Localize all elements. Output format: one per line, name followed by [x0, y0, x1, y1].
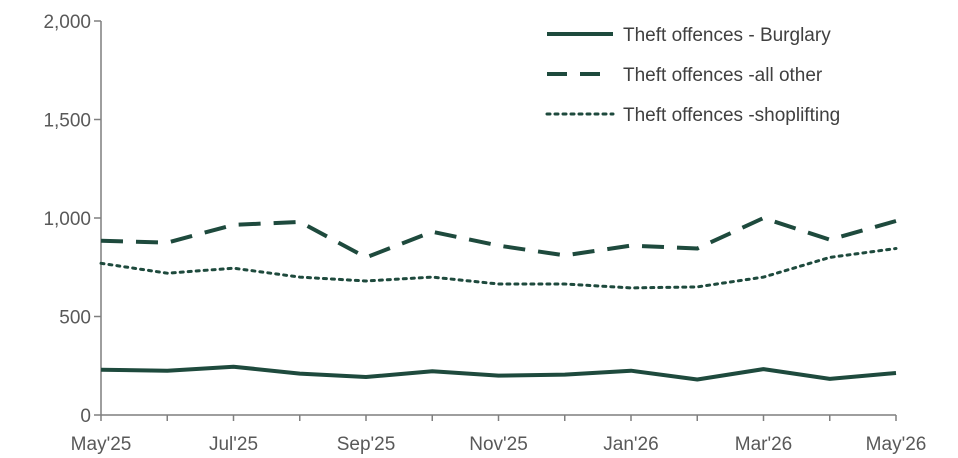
y-tick-label: 1,000 — [43, 209, 91, 230]
series-line-0 — [100, 364, 897, 382]
x-tick-label: Mar'26 — [735, 434, 792, 455]
x-tick-label: Nov'25 — [469, 434, 528, 455]
x-tick-label: Jan'26 — [603, 434, 658, 455]
x-tick-label: May'25 — [71, 434, 132, 455]
series-line-1 — [100, 216, 897, 260]
legend-label-2: Theft offences -shoplifting — [623, 105, 840, 126]
y-tick-label: 2,000 — [43, 12, 91, 33]
y-tick-label: 1,500 — [43, 111, 91, 132]
legend-label-1: Theft offences -all other — [623, 65, 823, 86]
x-tick-label: Jul'25 — [209, 434, 258, 455]
x-tick-label: Sep'25 — [337, 434, 396, 455]
series-line-2 — [99, 247, 898, 290]
y-axis: 0 500 1,000 1,500 2,000 — [43, 12, 102, 427]
y-tick-label: 500 — [59, 308, 91, 329]
series-layer — [99, 216, 898, 382]
legend-label-0: Theft offences - Burglary — [623, 25, 831, 46]
x-axis: May'25 Jul'25 Sep'25 Nov'25 Jan'26 Mar'26 May'… — [71, 414, 927, 455]
legend: Theft offences - Burglary Theft offences … — [545, 25, 840, 126]
x-tick-label: May'26 — [866, 434, 927, 455]
y-tick-label: 0 — [80, 406, 91, 427]
